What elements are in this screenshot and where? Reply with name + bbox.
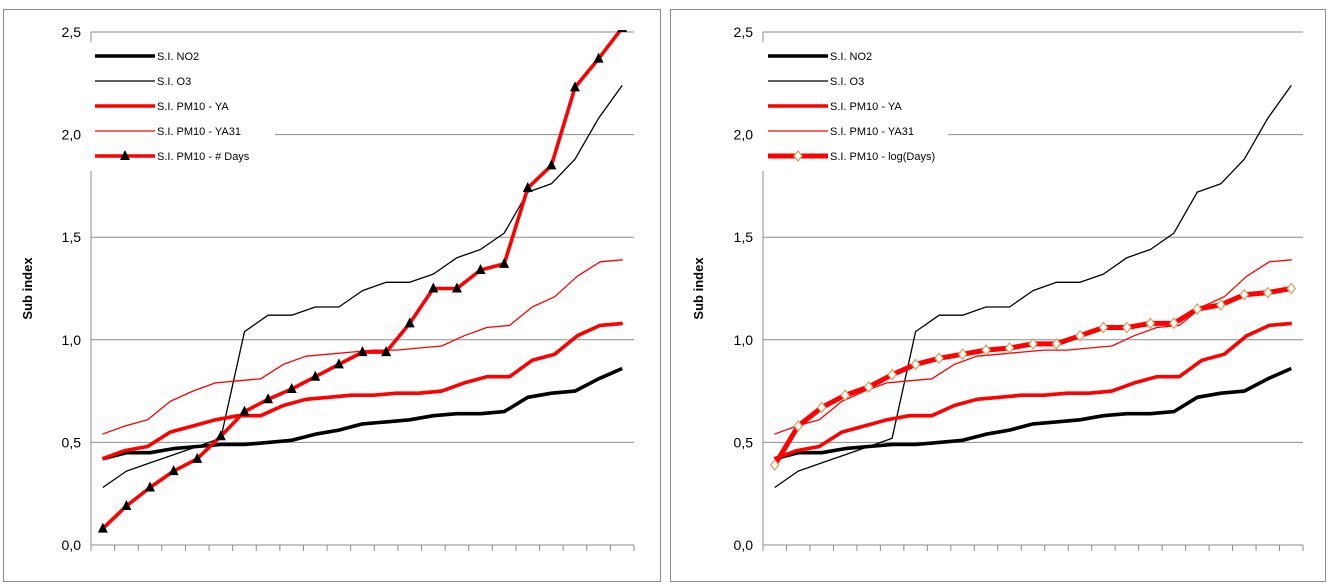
data-point-triangle xyxy=(239,405,250,416)
data-point-triangle xyxy=(121,500,132,511)
data-point-diamond xyxy=(769,459,780,471)
data-point-triangle xyxy=(333,358,344,369)
series-line-s-i-o3 xyxy=(102,85,623,489)
series-line-s-i-no2 xyxy=(102,366,623,461)
legend-label: S.I. O3 xyxy=(157,76,191,88)
data-point-diamond xyxy=(1192,303,1203,315)
series-line-s-i-no2 xyxy=(774,366,1293,461)
data-point-triangle xyxy=(286,383,297,394)
data-point-diamond xyxy=(1004,342,1015,354)
data-point-triangle xyxy=(522,181,533,192)
y-tick-label: 2,0 xyxy=(734,127,754,143)
data-point-triangle xyxy=(168,465,179,476)
data-point-triangle xyxy=(192,452,203,463)
y-tick-label: 2,0 xyxy=(62,127,82,143)
data-point-triangle xyxy=(381,346,392,357)
data-point-diamond xyxy=(1286,282,1297,295)
series-line-s-i-pm10-log-days xyxy=(772,286,1292,467)
legend-label: S.I. PM10 - YA31 xyxy=(157,126,241,138)
data-point-diamond xyxy=(1122,321,1132,334)
data-point-triangle xyxy=(593,52,604,63)
data-point-diamond xyxy=(910,358,921,371)
data-point-triangle xyxy=(428,282,439,293)
data-point-diamond xyxy=(816,401,827,414)
y-tick-label: 1,5 xyxy=(62,229,82,245)
chart-panel-left: 0,0 0,5 1,0 1,5 2,0 2,5 Sub index S.I. NO2 S.I. … xyxy=(3,9,661,582)
data-point-triangle xyxy=(569,81,580,92)
data-point-diamond xyxy=(1263,286,1273,299)
legend-marker-diamond xyxy=(793,150,803,162)
data-point-triangle xyxy=(546,159,557,170)
data-point-diamond xyxy=(1216,298,1226,311)
legend: S.I. NO2 S.I. O3 S.I. PM10 - YA S.I. PM10 -… xyxy=(762,42,948,171)
legend-label: S.I. PM10 - # Days xyxy=(157,151,250,163)
legend-label: S.I. PM10 - YA xyxy=(830,101,902,113)
series-line-s-i-o3 xyxy=(774,85,1292,489)
plot-area xyxy=(769,85,1297,489)
data-point-diamond xyxy=(1169,317,1179,330)
data-point-diamond xyxy=(1028,337,1038,350)
legend-label: S.I. PM10 - log(Days) xyxy=(830,151,935,163)
series-line-s-i-pm10-ya xyxy=(101,321,623,461)
data-point-triangle xyxy=(97,522,108,533)
data-point-diamond xyxy=(840,389,850,402)
data-point-triangle xyxy=(310,370,321,381)
series-line-s-i-pm10-ya xyxy=(773,321,1292,461)
data-point-diamond xyxy=(1098,321,1109,334)
y-tick-label: 0,5 xyxy=(62,434,82,450)
legend-label: S.I. PM10 - YA31 xyxy=(830,126,914,138)
data-point-diamond xyxy=(863,381,874,393)
y-tick-label: 0,5 xyxy=(734,434,754,450)
data-point-diamond xyxy=(934,352,944,365)
data-point-diamond xyxy=(1145,317,1156,330)
data-point-diamond xyxy=(793,420,803,432)
data-point-triangle xyxy=(404,317,415,328)
legend-label: S.I. NO2 xyxy=(157,51,199,63)
legend-marker-triangle xyxy=(120,150,130,160)
data-point-diamond xyxy=(957,348,968,361)
chart-panel-right: 0,0 0,5 1,0 1,5 2,0 2,5 Sub index S.I. NO2 S.I. … xyxy=(670,9,1326,582)
data-point-triangle xyxy=(215,430,226,441)
data-point-triangle xyxy=(499,257,510,268)
plot-area xyxy=(97,30,628,533)
y-tick-label: 1,0 xyxy=(62,332,82,348)
data-point-diamond xyxy=(887,368,897,381)
data-point-triangle xyxy=(617,30,628,32)
y-tick-label: 0,0 xyxy=(734,537,754,553)
y-tick-label: 2,5 xyxy=(62,24,82,40)
data-point-diamond xyxy=(981,344,991,357)
data-point-triangle xyxy=(145,481,156,492)
data-point-diamond xyxy=(1051,337,1062,350)
y-tick-label: 2,5 xyxy=(734,24,754,40)
data-point-triangle xyxy=(451,282,462,293)
data-point-diamond xyxy=(1075,329,1085,342)
y-tick-label: 1,0 xyxy=(734,332,754,348)
data-point-triangle xyxy=(475,264,486,275)
legend-label: S.I. O3 xyxy=(830,76,864,88)
legend-label: S.I. PM10 - YA xyxy=(157,101,229,113)
legend-label: S.I. NO2 xyxy=(830,51,872,63)
data-point-triangle xyxy=(263,393,274,404)
data-point-triangle xyxy=(357,346,368,357)
y-axis-label: Sub index xyxy=(691,257,706,320)
legend: S.I. NO2 S.I. O3 S.I. PM10 - YA S.I. PM10 -… xyxy=(89,42,275,171)
y-tick-label: 1,5 xyxy=(734,229,754,245)
data-point-diamond xyxy=(1239,288,1250,301)
y-tick-label: 0,0 xyxy=(62,537,82,553)
y-axis-label: Sub index xyxy=(20,257,35,320)
